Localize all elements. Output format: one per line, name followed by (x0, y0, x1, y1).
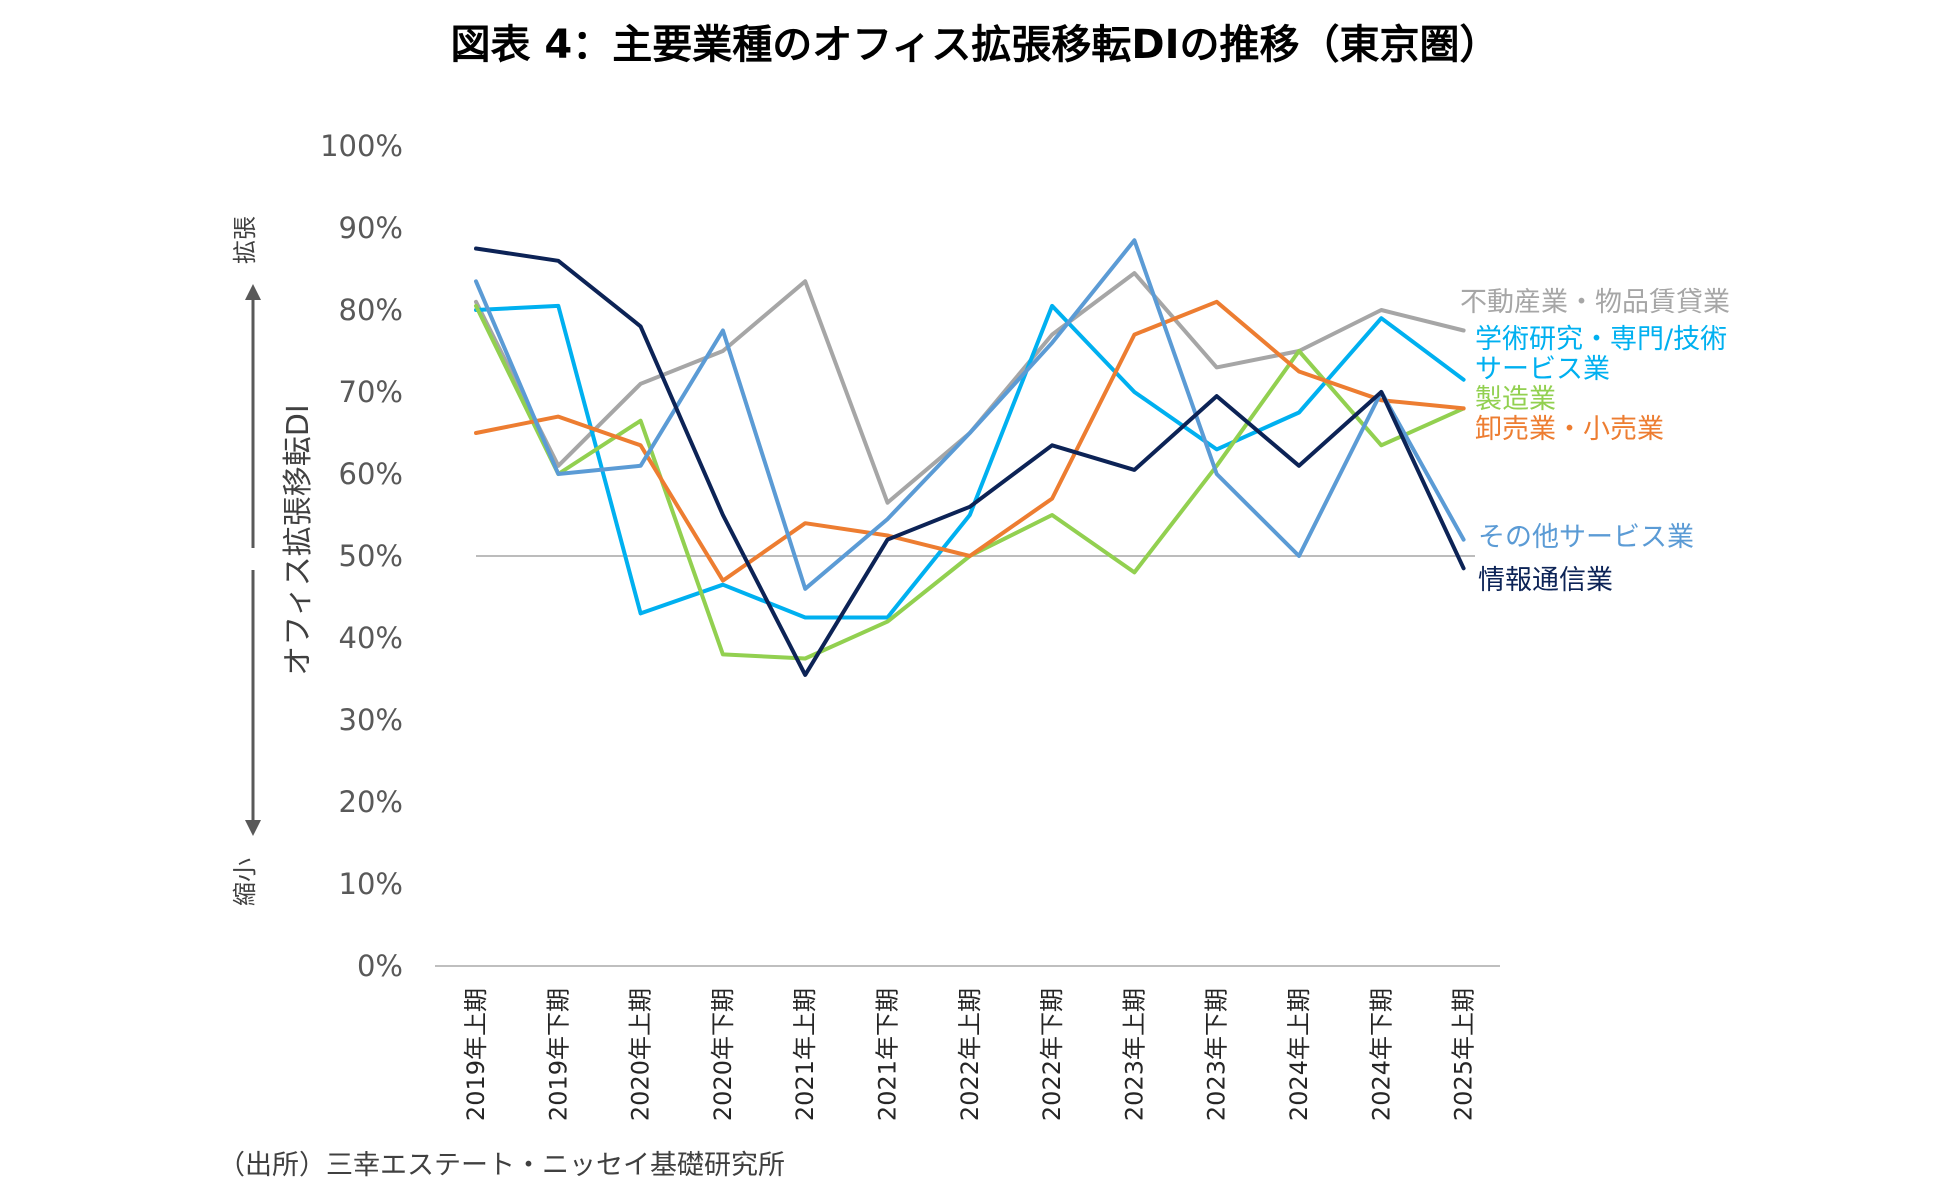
source-note: （出所）三幸エステート・ニッセイ基礎研究所 (218, 1150, 785, 1181)
series-line (474, 238, 1466, 591)
x-tick-label: 2022年上期 (956, 988, 984, 1121)
x-tick-label: 2022年下期 (1038, 988, 1066, 1121)
y-axis-title: オフィス拡張移転DI (281, 404, 316, 675)
series-line (474, 299, 1466, 583)
x-tick-label: 2025年上期 (1450, 988, 1478, 1121)
y-tick-label: 20% (339, 785, 403, 819)
x-tick-label: 2024年下期 (1367, 988, 1395, 1121)
expand-label: 拡張 (231, 216, 259, 264)
series-labels: 不動産業・物品賃貸業学術研究・専門/技術サービス業製造業卸売業・小売業その他サー… (1460, 287, 1730, 596)
series-line (474, 303, 1466, 661)
series-label: 不動産業・物品賃貸業 (1460, 287, 1730, 318)
y-tick-label: 30% (339, 703, 403, 737)
up-arrow-head (245, 284, 261, 300)
y-tick-label: 70% (339, 375, 403, 409)
x-tick-label: 2020年下期 (709, 988, 737, 1121)
y-tick-label: 60% (339, 457, 403, 491)
y-tick-label: 40% (339, 621, 403, 655)
shrink-label: 縮小 (231, 858, 259, 906)
y-tick-label: 90% (339, 211, 403, 245)
x-axis: 2019年上期 2019年下期 2020年上期 2020年下期 2021年上期 2021年… (435, 965, 1500, 1121)
x-tick-label: 2019年上期 (462, 988, 490, 1121)
x-tick-label: 2021年下期 (874, 988, 902, 1121)
x-tick-label: 2020年上期 (627, 988, 655, 1121)
down-arrow-head (245, 820, 261, 836)
y-tick-label: 100% (320, 129, 403, 163)
series-lines (474, 238, 1466, 677)
chart-title: 図表 4：主要業種のオフィス拡張移転DIの推移（東京圏） (450, 22, 1500, 68)
y-tick-label: 50% (339, 539, 403, 573)
series-line (474, 246, 1466, 677)
x-tick-label: 2023年下期 (1203, 988, 1231, 1121)
series-label: サービス業 (1475, 354, 1610, 385)
x-tick-label: 2023年上期 (1120, 988, 1148, 1121)
x-tick-label: 2021年上期 (791, 988, 819, 1121)
series-label: 情報通信業 (1478, 565, 1613, 596)
y-tick-label: 10% (339, 867, 403, 901)
y-axis-ticks: 0% 10% 20% 30% 40% 50% 60% 70% 80% 90% 100% (320, 129, 403, 983)
y-tick-label: 80% (339, 293, 403, 327)
series-label: 製造業 (1475, 384, 1556, 415)
x-tick-label: 2019年下期 (544, 988, 572, 1121)
y-tick-label: 0% (357, 949, 403, 983)
series-label: その他サービス業 (1478, 522, 1694, 553)
series-label: 卸売業・小売業 (1475, 414, 1664, 445)
series-line (474, 303, 1466, 620)
series-label: 学術研究・専門/技術 (1475, 324, 1727, 355)
x-tick-label: 2024年上期 (1285, 988, 1313, 1121)
